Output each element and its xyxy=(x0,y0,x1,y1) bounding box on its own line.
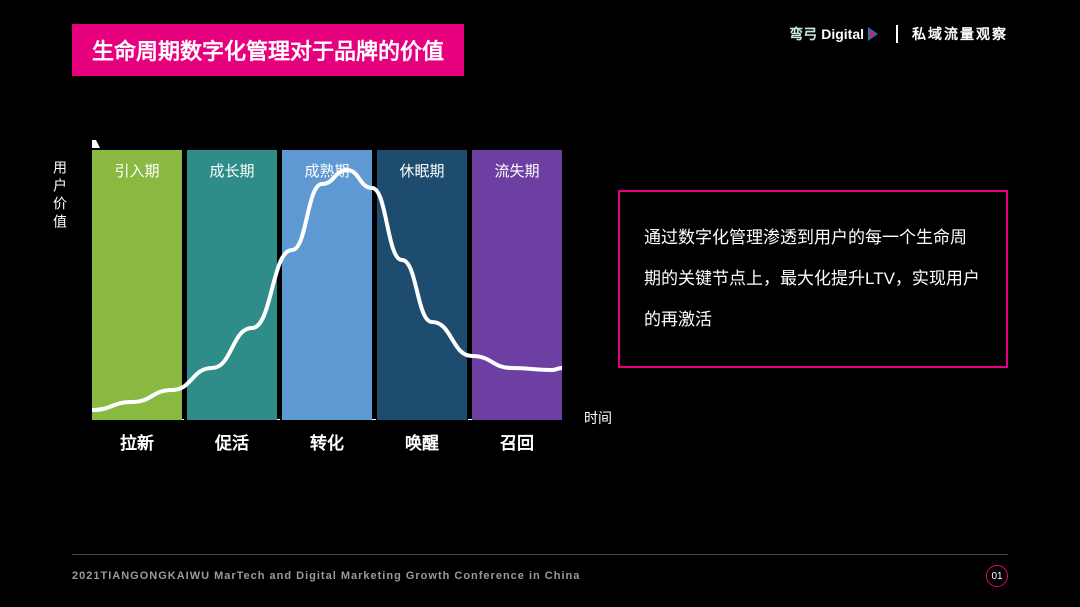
stage-bar: 成长期促活 xyxy=(187,150,277,420)
x-axis-label: 时间 xyxy=(584,408,612,428)
stage-bars: 引入期拉新成长期促活成熟期转化休眠期唤醒流失期召回 xyxy=(92,150,562,420)
stage-bar: 流失期召回 xyxy=(472,150,562,420)
stage-top-label: 成长期 xyxy=(187,160,277,181)
footer: 2021TIANGONGKAIWU MarTech and Digital Ma… xyxy=(72,554,1008,587)
stage-bottom-label: 唤醒 xyxy=(377,429,467,454)
brand-right-text: 私域流量观察 xyxy=(912,24,1008,44)
brand-cn: 弯弓 xyxy=(789,24,817,44)
stage-top-label: 休眠期 xyxy=(377,160,467,181)
stage-bar: 引入期拉新 xyxy=(92,150,182,420)
stage-top-label: 引入期 xyxy=(92,160,182,181)
stage-bottom-label: 拉新 xyxy=(92,429,182,454)
stage-top-label: 成熟期 xyxy=(282,160,372,181)
slide-title: 生命周期数字化管理对于品牌的价值 xyxy=(72,24,464,76)
stage-bar: 成熟期转化 xyxy=(282,150,372,420)
brand-bar: 弯弓Digital 私域流量观察 xyxy=(789,24,1008,44)
y-axis-label: 用户价值 xyxy=(50,160,70,232)
stage-bar: 休眠期唤醒 xyxy=(377,150,467,420)
callout-box: 通过数字化管理渗透到用户的每一个生命周期的关键节点上，最大化提升LTV，实现用户… xyxy=(618,190,1008,368)
brand-separator xyxy=(896,25,898,43)
stage-bottom-label: 促活 xyxy=(187,429,277,454)
stage-top-label: 流失期 xyxy=(472,160,562,181)
slide: 生命周期数字化管理对于品牌的价值 弯弓Digital 私域流量观察 用户价值 时… xyxy=(0,0,1080,607)
brand-en: Digital xyxy=(821,26,864,42)
lifecycle-chart: 用户价值 时间 引入期拉新成长期促活成熟期转化休眠期唤醒流失期召回 xyxy=(72,140,562,460)
page-number: 01 xyxy=(986,565,1008,587)
stage-bottom-label: 转化 xyxy=(282,429,372,454)
brand-logo: 弯弓Digital xyxy=(789,24,882,44)
brand-arrow-icon xyxy=(868,27,882,41)
footer-text: 2021TIANGONGKAIWU MarTech and Digital Ma… xyxy=(72,570,580,582)
stage-bottom-label: 召回 xyxy=(472,429,562,454)
